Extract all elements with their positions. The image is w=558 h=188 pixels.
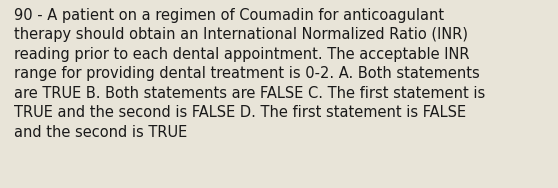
- Text: 90 - A patient on a regimen of Coumadin for anticoagulant
therapy should obtain : 90 - A patient on a regimen of Coumadin …: [14, 8, 485, 140]
